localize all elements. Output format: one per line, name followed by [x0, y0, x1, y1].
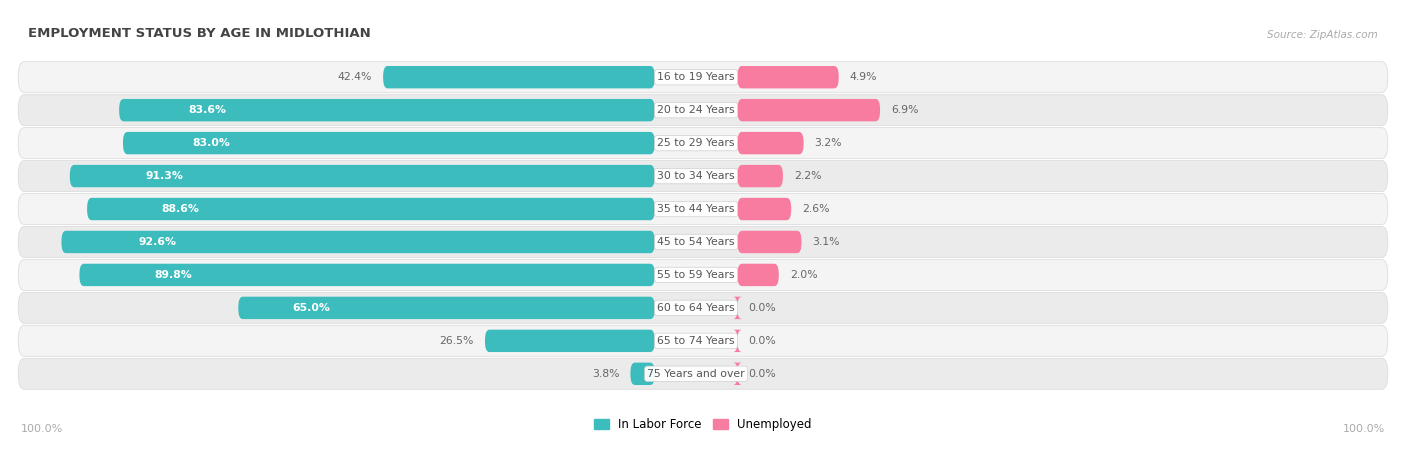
Text: 65 to 74 Years: 65 to 74 Years	[658, 336, 735, 346]
FancyBboxPatch shape	[18, 259, 1388, 290]
Text: 75 Years and over: 75 Years and over	[647, 369, 745, 379]
FancyBboxPatch shape	[733, 297, 742, 319]
Text: 16 to 19 Years: 16 to 19 Years	[658, 72, 735, 82]
Text: 25 to 29 Years: 25 to 29 Years	[658, 138, 735, 148]
FancyBboxPatch shape	[79, 264, 655, 286]
FancyBboxPatch shape	[62, 231, 655, 253]
Text: 89.8%: 89.8%	[155, 270, 193, 280]
FancyBboxPatch shape	[18, 325, 1388, 356]
Text: 100.0%: 100.0%	[1343, 424, 1385, 434]
FancyBboxPatch shape	[738, 99, 880, 121]
Text: 4.9%: 4.9%	[849, 72, 877, 82]
FancyBboxPatch shape	[738, 264, 779, 286]
Legend: In Labor Force, Unemployed: In Labor Force, Unemployed	[589, 413, 817, 436]
Text: 83.0%: 83.0%	[193, 138, 231, 148]
FancyBboxPatch shape	[485, 330, 655, 352]
Text: 3.2%: 3.2%	[814, 138, 842, 148]
FancyBboxPatch shape	[733, 330, 742, 352]
Text: 0.0%: 0.0%	[748, 303, 776, 313]
FancyBboxPatch shape	[18, 161, 1388, 192]
FancyBboxPatch shape	[87, 198, 655, 220]
Text: 2.0%: 2.0%	[790, 270, 817, 280]
Text: 92.6%: 92.6%	[139, 237, 177, 247]
FancyBboxPatch shape	[382, 66, 655, 88]
FancyBboxPatch shape	[738, 198, 792, 220]
Text: EMPLOYMENT STATUS BY AGE IN MIDLOTHIAN: EMPLOYMENT STATUS BY AGE IN MIDLOTHIAN	[28, 28, 371, 41]
Text: 2.2%: 2.2%	[794, 171, 821, 181]
FancyBboxPatch shape	[70, 165, 655, 187]
Text: 88.6%: 88.6%	[160, 204, 198, 214]
FancyBboxPatch shape	[18, 62, 1388, 93]
FancyBboxPatch shape	[18, 292, 1388, 323]
Text: 3.1%: 3.1%	[813, 237, 839, 247]
Text: Source: ZipAtlas.com: Source: ZipAtlas.com	[1267, 30, 1378, 41]
Text: 55 to 59 Years: 55 to 59 Years	[658, 270, 735, 280]
Text: 30 to 34 Years: 30 to 34 Years	[657, 171, 735, 181]
Text: 3.8%: 3.8%	[592, 369, 620, 379]
Text: 6.9%: 6.9%	[891, 105, 918, 115]
FancyBboxPatch shape	[18, 95, 1388, 126]
FancyBboxPatch shape	[18, 226, 1388, 258]
Text: 45 to 54 Years: 45 to 54 Years	[658, 237, 735, 247]
FancyBboxPatch shape	[738, 66, 839, 88]
Text: 60 to 64 Years: 60 to 64 Years	[657, 303, 735, 313]
Text: 42.4%: 42.4%	[337, 72, 373, 82]
Text: 91.3%: 91.3%	[146, 171, 184, 181]
Text: 100.0%: 100.0%	[21, 424, 63, 434]
FancyBboxPatch shape	[738, 231, 801, 253]
FancyBboxPatch shape	[18, 193, 1388, 225]
FancyBboxPatch shape	[18, 358, 1388, 389]
Text: 35 to 44 Years: 35 to 44 Years	[658, 204, 735, 214]
Text: 65.0%: 65.0%	[292, 303, 330, 313]
Text: 20 to 24 Years: 20 to 24 Years	[657, 105, 735, 115]
FancyBboxPatch shape	[733, 363, 742, 385]
Text: 0.0%: 0.0%	[748, 336, 776, 346]
Text: 83.6%: 83.6%	[188, 105, 226, 115]
FancyBboxPatch shape	[122, 132, 655, 154]
Text: 0.0%: 0.0%	[748, 369, 776, 379]
Text: 26.5%: 26.5%	[440, 336, 474, 346]
FancyBboxPatch shape	[630, 363, 655, 385]
Text: 2.6%: 2.6%	[803, 204, 830, 214]
FancyBboxPatch shape	[120, 99, 655, 121]
FancyBboxPatch shape	[18, 128, 1388, 159]
FancyBboxPatch shape	[738, 165, 783, 187]
FancyBboxPatch shape	[738, 132, 804, 154]
FancyBboxPatch shape	[238, 297, 655, 319]
